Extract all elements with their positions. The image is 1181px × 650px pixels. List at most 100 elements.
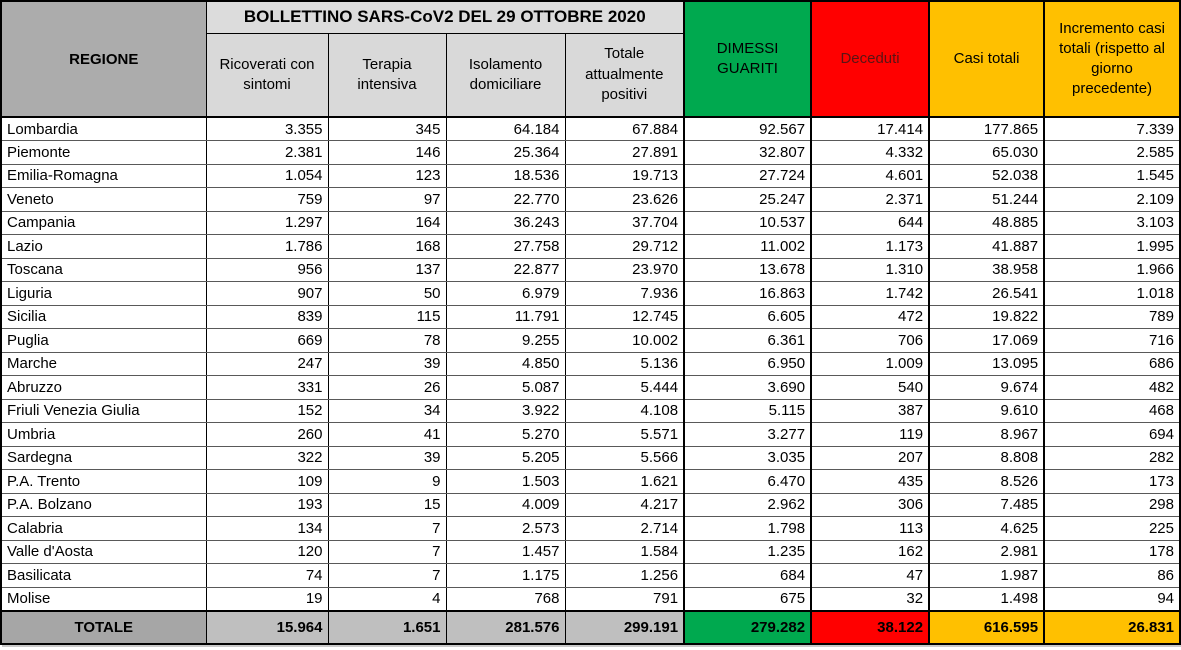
value-cell: 4.850	[445, 351, 566, 376]
value-cell: 298	[1043, 492, 1181, 517]
table-row: Lazio 1.786 168 27.758 29.712 11.002 1.173 41.8…	[0, 234, 1181, 259]
column-header-terapia-intensiva: Terapia intensiva	[327, 32, 447, 118]
value-cell: 173	[1043, 469, 1181, 494]
total-incremento-casi: 26.831	[1043, 609, 1181, 644]
value-cell: 5.205	[445, 445, 566, 470]
table-row: Umbria 260 41 5.270 5.571 3.277 119 8.967 694	[0, 422, 1181, 447]
total-terapia-intensiva: 1.651	[327, 609, 447, 644]
table-row: Liguria 907 50 6.979 7.936 16.863 1.742 26.541 1…	[0, 281, 1181, 306]
value-cell: 134	[205, 516, 329, 541]
region-cell: Campania	[0, 210, 207, 235]
subheader-row: Ricoverati con sintomi Terapia intensiva…	[1, 32, 1180, 118]
total-deceduti: 38.122	[810, 609, 930, 644]
value-cell: 115	[327, 304, 447, 329]
value-cell: 694	[1043, 422, 1181, 447]
value-cell: 22.877	[445, 257, 566, 282]
column-header-casi-totali: Casi totali	[928, 0, 1045, 118]
value-cell: 5.087	[445, 375, 566, 400]
table-row: Calabria 134 7 2.573 2.714 1.798 113 4.625 225	[0, 516, 1181, 541]
region-cell: Valle d'Aosta	[0, 539, 207, 564]
value-cell: 5.566	[564, 445, 685, 470]
value-cell: 789	[1043, 304, 1181, 329]
region-column-header: REGIONE	[0, 0, 207, 118]
value-cell: 38.958	[928, 257, 1045, 282]
value-cell: 97	[327, 187, 447, 212]
table-row: Friuli Venezia Giulia 152 34 3.922 4.108 5.11…	[0, 398, 1181, 423]
value-cell: 27.758	[445, 234, 566, 259]
value-cell: 1.503	[445, 469, 566, 494]
value-cell: 3.035	[683, 445, 812, 470]
value-cell: 1.995	[1043, 234, 1181, 259]
value-cell: 5.571	[564, 422, 685, 447]
value-cell: 41.887	[928, 234, 1045, 259]
table-row: Basilicata 74 7 1.175 1.256 684 47 1.987 86	[0, 563, 1181, 588]
value-cell: 9.610	[928, 398, 1045, 423]
value-cell: 306	[810, 492, 930, 517]
value-cell: 48.885	[928, 210, 1045, 235]
value-cell: 706	[810, 328, 930, 353]
region-cell: Molise	[0, 586, 207, 611]
value-cell: 19.822	[928, 304, 1045, 329]
value-cell: 2.381	[205, 140, 329, 165]
value-cell: 791	[564, 586, 685, 611]
value-cell: 113	[810, 516, 930, 541]
value-cell: 1.742	[810, 281, 930, 306]
value-cell: 6.470	[683, 469, 812, 494]
value-cell: 16.863	[683, 281, 812, 306]
region-cell: Puglia	[0, 328, 207, 353]
value-cell: 9	[327, 469, 447, 494]
value-cell: 23.970	[564, 257, 685, 282]
value-cell: 839	[205, 304, 329, 329]
value-cell: 1.457	[445, 539, 566, 564]
value-cell: 27.891	[564, 140, 685, 165]
table-row: Valle d'Aosta 120 7 1.457 1.584 1.235 162 2.981…	[0, 539, 1181, 564]
table-title: BOLLETTINO SARS-CoV2 DEL 29 OTTOBRE 2020	[205, 0, 685, 34]
value-cell: 86	[1043, 563, 1181, 588]
column-header-deceduti: Deceduti	[810, 0, 930, 118]
table-row: Piemonte 2.381 146 25.364 27.891 32.807 4.332 6…	[0, 140, 1181, 165]
value-cell: 10.537	[683, 210, 812, 235]
value-cell: 225	[1043, 516, 1181, 541]
region-cell: Lombardia	[0, 116, 207, 141]
value-cell: 247	[205, 351, 329, 376]
value-cell: 768	[445, 586, 566, 611]
value-cell: 4.601	[810, 163, 930, 188]
value-cell: 1.297	[205, 210, 329, 235]
value-cell: 2.585	[1043, 140, 1181, 165]
value-cell: 7.485	[928, 492, 1045, 517]
table-row: Campania 1.297 164 36.243 37.704 10.537 644 48.…	[0, 210, 1181, 235]
region-cell: P.A. Trento	[0, 469, 207, 494]
region-cell: P.A. Bolzano	[0, 492, 207, 517]
column-header-ricoverati: Ricoverati con sintomi	[205, 32, 329, 118]
value-cell: 26.541	[928, 281, 1045, 306]
value-cell: 956	[205, 257, 329, 282]
table-row: Sicilia 839 115 11.791 12.745 6.605 472 19.822 7…	[0, 304, 1181, 329]
value-cell: 669	[205, 328, 329, 353]
region-cell: Veneto	[0, 187, 207, 212]
value-cell: 2.962	[683, 492, 812, 517]
value-cell: 345	[327, 116, 447, 141]
value-cell: 2.573	[445, 516, 566, 541]
region-cell: Sicilia	[0, 304, 207, 329]
value-cell: 1.018	[1043, 281, 1181, 306]
value-cell: 146	[327, 140, 447, 165]
value-cell: 94	[1043, 586, 1181, 611]
value-cell: 23.626	[564, 187, 685, 212]
value-cell: 3.922	[445, 398, 566, 423]
table-row: Puglia 669 78 9.255 10.002 6.361 706 17.069 716	[0, 328, 1181, 353]
table-row: Marche 247 39 4.850 5.136 6.950 1.009 13.095 686	[0, 351, 1181, 376]
value-cell: 168	[327, 234, 447, 259]
value-cell: 644	[810, 210, 930, 235]
value-cell: 12.745	[564, 304, 685, 329]
value-cell: 5.444	[564, 375, 685, 400]
value-cell: 119	[810, 422, 930, 447]
value-cell: 39	[327, 445, 447, 470]
value-cell: 41	[327, 422, 447, 447]
value-cell: 1.310	[810, 257, 930, 282]
column-header-incremento-casi: Incremento casi totali (rispetto al gior…	[1043, 0, 1181, 118]
value-cell: 1.235	[683, 539, 812, 564]
value-cell: 74	[205, 563, 329, 588]
value-cell: 11.791	[445, 304, 566, 329]
value-cell: 1.173	[810, 234, 930, 259]
